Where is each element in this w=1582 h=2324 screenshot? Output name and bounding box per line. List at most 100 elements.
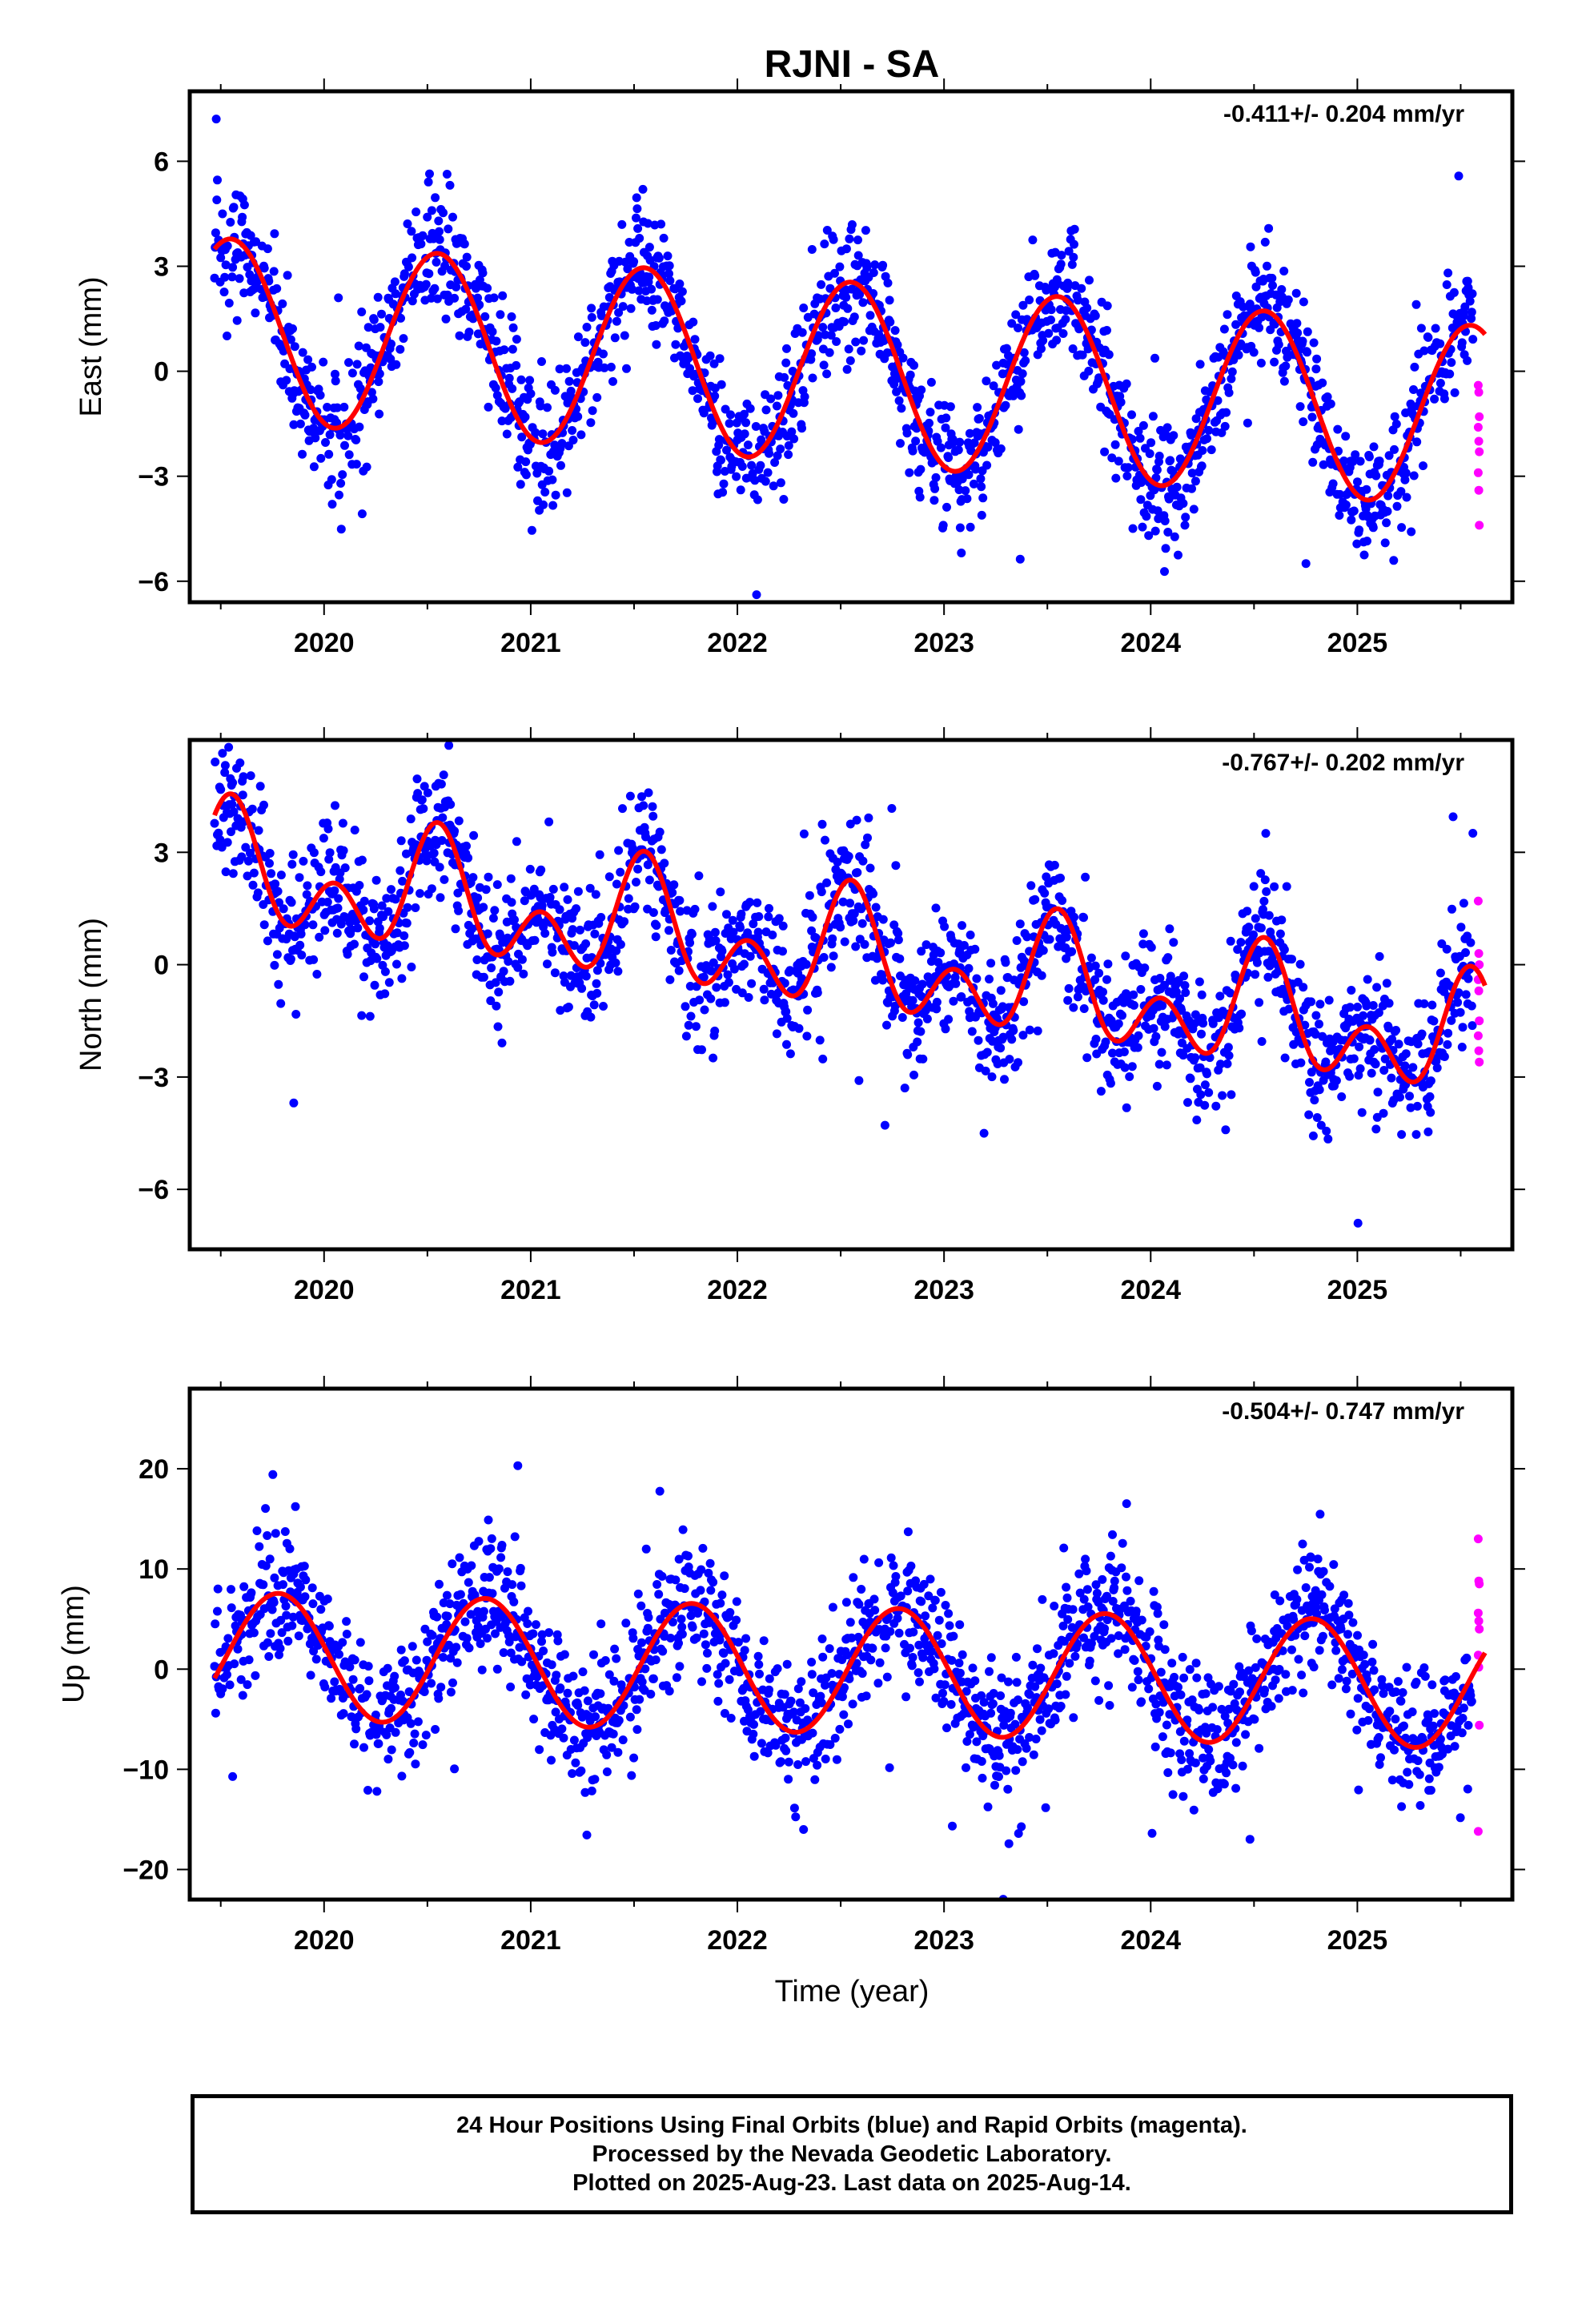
east-final-point (1153, 506, 1162, 516)
up-final-point (223, 1634, 233, 1643)
east-final-point (464, 328, 474, 337)
east-final-point (377, 309, 386, 319)
north-final-point (569, 941, 579, 951)
east-final-point (1348, 456, 1358, 466)
north-final-point (909, 1070, 918, 1080)
east-final-point (976, 474, 986, 484)
north-final-point (1353, 1003, 1362, 1011)
north-final-point (1282, 882, 1291, 891)
up-final-point (492, 1664, 502, 1674)
up-y-tick-label: 0 (154, 1655, 169, 1685)
north-final-point (296, 929, 306, 939)
east-final-point (526, 389, 536, 399)
up-final-point (637, 1638, 646, 1647)
north-final-point (555, 905, 564, 915)
east-final-point (1231, 320, 1241, 329)
north-final-point (668, 888, 677, 898)
north-final-point (916, 1027, 926, 1036)
east-final-point (629, 257, 639, 267)
up-final-point (416, 1669, 424, 1679)
east-final-point (1384, 451, 1394, 460)
east-final-point (817, 279, 826, 289)
east-final-point (1443, 268, 1453, 278)
north-final-point (581, 939, 591, 948)
north-final-point (454, 816, 464, 826)
east-final-point (1142, 512, 1151, 521)
up-final-point (907, 1661, 917, 1671)
north-final-point (324, 854, 334, 864)
east-final-point (936, 443, 946, 452)
north-final-point (216, 785, 226, 794)
east-final-point (343, 431, 353, 440)
up-final-point (291, 1502, 300, 1511)
up-final-point (996, 1691, 1006, 1700)
east-final-point (288, 324, 297, 333)
north-final-point (737, 909, 746, 919)
north-final-point (1073, 992, 1082, 1002)
east-final-point (1037, 344, 1046, 353)
north-final-point (1026, 881, 1036, 891)
north-final-point (519, 969, 528, 979)
up-final-point (547, 1660, 556, 1670)
east-final-point (421, 279, 431, 289)
east-final-point (455, 331, 464, 340)
north-final-point (581, 971, 591, 981)
north-final-point (1007, 1035, 1017, 1044)
east-final-point (606, 362, 616, 372)
up-final-point (523, 1619, 532, 1628)
east-final-point (638, 184, 648, 194)
east-final-point (957, 549, 966, 557)
up-final-point (646, 1690, 656, 1699)
up-y-tick-label: −20 (122, 1855, 169, 1885)
up-final-point (699, 1629, 709, 1638)
up-final-point (621, 1618, 631, 1628)
north-final-point (437, 836, 447, 845)
east-final-point (632, 204, 642, 214)
east-final-point (843, 304, 853, 313)
north-final-point (439, 770, 448, 780)
east-final-point (1090, 311, 1100, 320)
up-final-point (396, 1645, 406, 1655)
north-final-point (1062, 932, 1071, 942)
up-final-point (544, 1628, 554, 1638)
up-final-point (521, 1690, 531, 1699)
east-final-point (1375, 456, 1384, 466)
north-final-point (744, 993, 753, 1002)
up-final-point (893, 1614, 902, 1623)
up-final-point (448, 1559, 457, 1569)
north-final-point (1037, 971, 1046, 980)
up-final-point (955, 1620, 965, 1630)
up-final-point (709, 1578, 718, 1587)
up-final-point (757, 1739, 766, 1748)
north-final-point (878, 915, 888, 924)
north-final-point (493, 1022, 503, 1031)
north-final-point (1324, 995, 1334, 1005)
up-final-point (698, 1543, 708, 1553)
north-final-point (1382, 979, 1391, 988)
north-final-point (941, 1024, 950, 1034)
up-final-point (589, 1650, 598, 1659)
north-final-point (211, 758, 220, 766)
up-final-point (791, 1812, 801, 1822)
up-final-point (516, 1581, 526, 1590)
north-final-point (778, 947, 787, 956)
east-final-points (210, 115, 1478, 600)
north-final-point (427, 884, 436, 894)
north-final-point (303, 881, 312, 891)
up-final-point (1006, 1708, 1015, 1718)
north-final-point (934, 958, 943, 967)
up-final-point (418, 1740, 428, 1750)
east-final-point (1450, 388, 1460, 397)
up-x-tick-label: 2022 (707, 1925, 768, 1956)
east-final-point (1058, 329, 1068, 338)
east-final-point (1383, 491, 1393, 501)
east-y-axis-label: East (mm) (74, 276, 108, 416)
north-final-point (308, 920, 318, 930)
north-final-point (472, 955, 482, 964)
up-final-point (1085, 1656, 1094, 1666)
east-final-point (1293, 328, 1303, 338)
north-final-point (1196, 1090, 1206, 1100)
north-final-point (446, 800, 456, 809)
east-final-point (1352, 539, 1362, 549)
north-rapid-point (1473, 1031, 1483, 1040)
